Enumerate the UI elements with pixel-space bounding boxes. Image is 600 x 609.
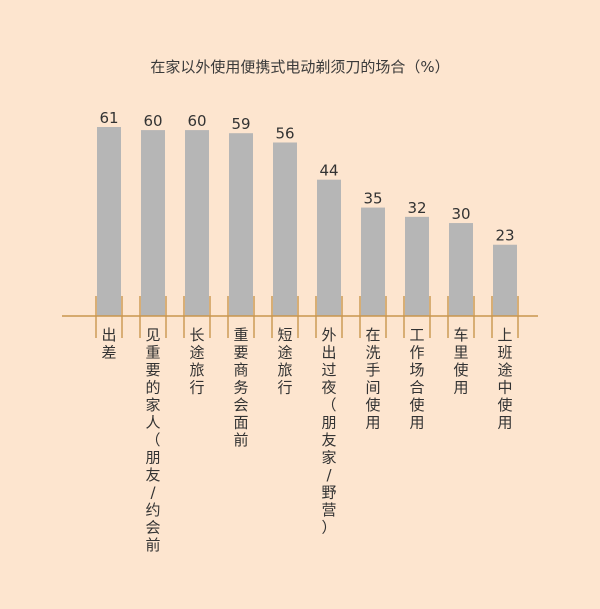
bar-5 [273,142,297,316]
category-label-5: 短途旅行 [277,326,292,397]
data-label-8: 32 [407,199,426,217]
data-label-1: 61 [99,109,118,127]
chart-title: 在家以外使用便携式电动剃须刀的场合（%） [150,58,450,76]
data-label-9: 30 [451,205,470,223]
data-label-5: 56 [275,124,294,142]
data-label-4: 59 [231,115,250,133]
category-label-2: 见重要的家人（朋友/约会前 [145,326,160,554]
data-label-6: 44 [319,162,338,180]
bar-2 [141,130,165,316]
data-label-7: 35 [363,190,382,208]
data-label-2: 60 [143,112,162,130]
data-label-10: 23 [495,227,514,245]
category-label-8: 工作场合使用 [409,326,424,432]
bar-10 [493,244,517,316]
bar-4 [229,133,253,316]
bar-7 [361,207,385,316]
category-label-3: 长途旅行 [189,326,204,397]
bar-9 [449,223,473,316]
category-label-4: 重要商务会面前 [233,326,248,449]
category-label-10: 上班途中使用 [497,326,512,432]
category-label-7: 在洗手间使用 [365,326,380,432]
bar-8 [405,216,429,316]
category-label-1: 出差 [101,326,116,362]
category-label-9: 车里使用 [453,326,468,397]
bar-6 [317,179,341,316]
category-label-6: 外出过夜（朋友家/野营） [321,326,336,537]
data-label-3: 60 [187,112,206,130]
bar-3 [185,130,209,316]
bar-1 [97,127,121,316]
